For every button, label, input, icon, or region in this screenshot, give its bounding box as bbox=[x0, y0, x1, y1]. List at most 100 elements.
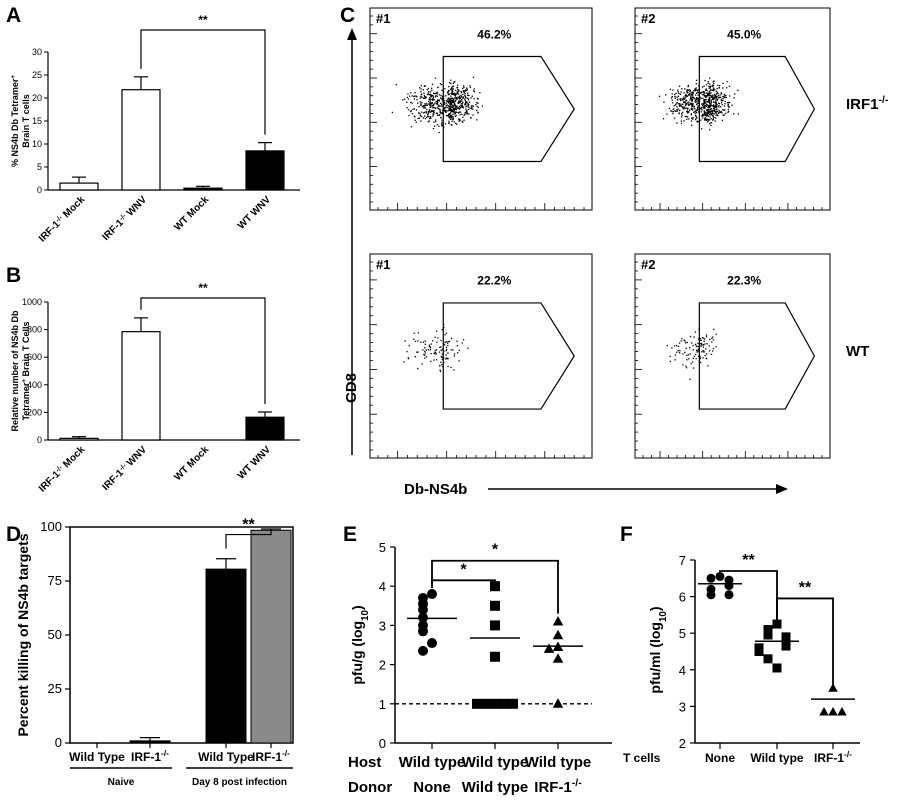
event-dot bbox=[465, 105, 467, 108]
event-dot bbox=[709, 85, 712, 87]
event-dot bbox=[464, 103, 466, 106]
event-dot bbox=[443, 102, 445, 105]
event-dot bbox=[703, 110, 705, 112]
event-dot bbox=[672, 111, 675, 113]
event-dot bbox=[463, 91, 465, 94]
event-dot bbox=[415, 109, 418, 111]
event-dot bbox=[699, 342, 701, 345]
event-dot bbox=[464, 112, 466, 114]
event-dot bbox=[441, 363, 443, 366]
event-dot bbox=[432, 115, 434, 117]
event-dot bbox=[711, 112, 713, 115]
event-dot bbox=[472, 114, 474, 116]
event-dot bbox=[470, 97, 472, 99]
event-dot bbox=[709, 86, 711, 88]
event-dot bbox=[424, 340, 427, 342]
event-dot bbox=[437, 86, 439, 89]
event-dot bbox=[715, 112, 717, 114]
event-dot bbox=[686, 109, 689, 111]
plot-frame bbox=[369, 7, 593, 211]
event-dot bbox=[693, 336, 695, 338]
event-dot bbox=[699, 96, 701, 98]
event-dot bbox=[696, 103, 699, 105]
event-dot bbox=[700, 119, 702, 121]
event-dot bbox=[421, 111, 423, 113]
event-dot bbox=[445, 354, 447, 356]
event-dot bbox=[453, 103, 456, 106]
event-dot bbox=[468, 101, 471, 103]
event-dot bbox=[707, 81, 709, 83]
event-dot bbox=[716, 98, 719, 101]
event-dot bbox=[429, 105, 431, 107]
significance-label: ** bbox=[198, 13, 208, 27]
event-dot bbox=[439, 109, 441, 111]
event-dot bbox=[439, 111, 441, 114]
event-dot bbox=[473, 88, 475, 90]
event-dot bbox=[458, 349, 460, 352]
event-dot bbox=[417, 102, 419, 104]
event-dot bbox=[436, 91, 438, 94]
event-dot bbox=[691, 102, 693, 104]
bar bbox=[205, 568, 247, 744]
event-dot bbox=[698, 102, 700, 104]
event-dot bbox=[450, 101, 452, 103]
event-dot bbox=[697, 342, 699, 345]
event-dot bbox=[720, 92, 722, 94]
event-dot bbox=[677, 103, 680, 105]
event-dot bbox=[477, 106, 479, 109]
event-dot bbox=[675, 110, 677, 112]
event-dot bbox=[715, 111, 717, 113]
event-dot bbox=[456, 91, 458, 93]
data-point bbox=[490, 651, 500, 662]
event-dot bbox=[708, 92, 710, 94]
event-dot bbox=[452, 349, 454, 351]
event-dot bbox=[448, 109, 450, 111]
flow-plot: #1 22.2% bbox=[369, 253, 593, 459]
event-dot bbox=[411, 102, 413, 104]
event-dot bbox=[670, 110, 672, 112]
event-dot bbox=[442, 365, 444, 368]
event-dot bbox=[406, 350, 408, 353]
event-dot bbox=[704, 99, 706, 101]
event-dot bbox=[691, 98, 693, 100]
event-dot bbox=[455, 114, 457, 116]
significance-bracket bbox=[431, 559, 559, 614]
event-dot bbox=[709, 105, 712, 108]
event-dot bbox=[448, 93, 450, 95]
event-dot bbox=[697, 100, 699, 103]
event-dot bbox=[704, 92, 706, 94]
event-dot bbox=[477, 102, 479, 104]
event-dot bbox=[423, 111, 426, 114]
event-dot bbox=[449, 103, 451, 105]
event-dot bbox=[428, 93, 430, 96]
replicate-label: #2 bbox=[641, 11, 655, 26]
event-dot bbox=[459, 101, 461, 104]
event-dot bbox=[712, 97, 715, 100]
event-dot bbox=[677, 108, 679, 110]
event-dot bbox=[672, 102, 674, 104]
y-tick-label: 50 bbox=[48, 627, 62, 642]
event-dot bbox=[685, 367, 688, 369]
event-dot bbox=[441, 95, 444, 98]
event-dot bbox=[699, 97, 701, 99]
event-dot bbox=[421, 101, 423, 104]
event-dot bbox=[451, 89, 453, 91]
event-dot bbox=[704, 119, 706, 121]
event-dot bbox=[704, 103, 706, 105]
event-dot bbox=[679, 104, 681, 106]
event-dot bbox=[700, 128, 703, 130]
event-dot bbox=[691, 104, 693, 106]
event-dot bbox=[696, 121, 699, 123]
event-dot bbox=[722, 95, 724, 98]
event-dot bbox=[424, 107, 426, 109]
event-dot bbox=[703, 351, 705, 353]
y-axis-label: Percent killing of NS4b targets bbox=[15, 533, 31, 736]
event-dot bbox=[695, 345, 697, 347]
event-dot bbox=[464, 94, 466, 96]
event-dot bbox=[694, 114, 697, 117]
event-dot bbox=[695, 109, 698, 111]
event-dot bbox=[692, 118, 694, 120]
event-dot bbox=[431, 110, 434, 112]
event-dot bbox=[714, 93, 716, 95]
event-dot bbox=[704, 95, 707, 98]
